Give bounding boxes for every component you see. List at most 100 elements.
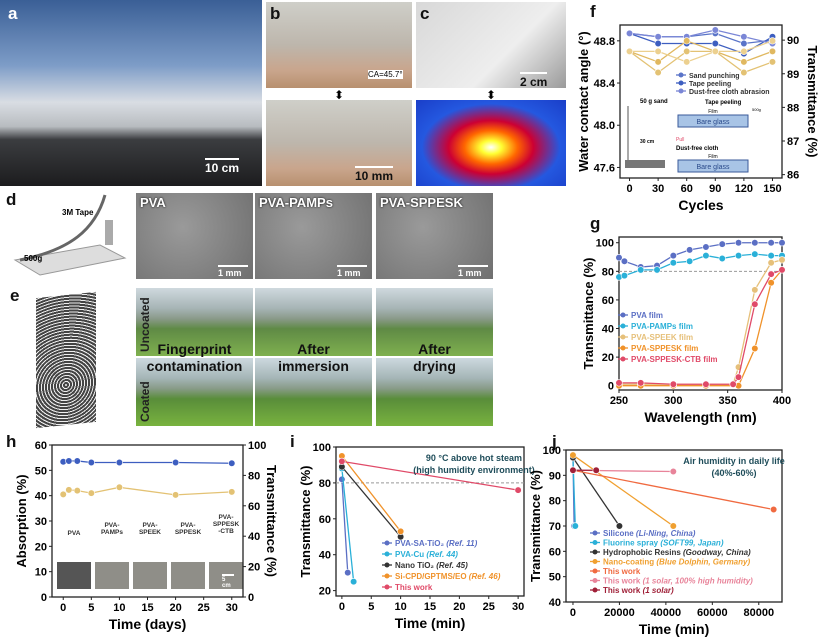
photo-caption: After immersion [278,341,349,374]
x-tick-label: 60000 [697,607,728,619]
x-tick-label: 10 [113,602,125,614]
panel-c-label: c [420,4,430,23]
data-point [73,457,81,465]
y-tick-label: 80 [549,496,561,508]
x-tick-label: 80000 [743,607,774,619]
legend-marker [678,72,684,78]
x-tick-label: 25 [483,601,495,613]
legend-marker [592,578,598,583]
data-point [654,68,662,77]
y-tick-label: 20 [35,541,47,553]
y2-tick-label: 80 [248,470,260,482]
sem-scale: 1 mm [218,265,248,278]
pull-label: Pull [676,137,684,143]
bare-glass-1 [677,114,749,128]
legend-marker [620,334,626,340]
data-point [686,257,694,265]
plot-frame [51,444,244,598]
legend-ref: (1 solar, 100% high humidity) [643,577,754,586]
y2-tick-label: 100 [248,440,266,452]
sample-label: PVA [67,530,81,537]
data-point [718,254,726,263]
data-point [711,39,719,48]
legend-ref: (Goodway, China) [683,548,751,557]
data-point [569,451,577,459]
sem-scale: 1 mm [337,265,367,278]
data-point [637,379,645,387]
x-tick-label: 10 [395,601,407,613]
sample-photo [133,562,167,589]
data-point [569,466,577,474]
y-tick-label: 50 [549,572,561,584]
legend-label: This work (1 solar) [603,586,674,595]
y-tick-label: 40 [319,550,331,562]
data-point [767,251,775,260]
legend-marker [384,573,390,579]
data-point [740,33,748,41]
annotation: (40%-60%) [711,468,756,478]
y-tick-label: 100 [313,442,331,454]
panel-a-label: a [8,4,18,23]
y-tick-label: 20 [602,352,614,364]
y-tick-label: 40 [549,597,561,609]
weight-label: 500g [752,107,761,112]
data-point [669,522,677,530]
legend-label: PVA-SA-TiO₂ (Ref. 11) [395,539,478,548]
x-tick-label: 0 [570,607,576,619]
x-tick-label: 0 [60,602,66,614]
y-tick-label: 70 [549,521,561,533]
x-tick-label: 60 [681,183,693,195]
series-line [572,457,620,527]
series-line [572,469,774,511]
data-point [768,47,777,55]
legend-marker [620,323,626,329]
photo-caption: Fingerprint contamination [146,341,243,374]
legend-ref: (Ref. 45) [436,561,468,570]
data-point [228,459,236,467]
series-line [629,29,773,45]
data-point [729,380,737,388]
sample-label: PVA- SPPESK -CTB [212,514,240,535]
legend-label: Silicone (Li-Ning, China) [603,529,696,538]
series-line [341,466,402,538]
legend-label: PVA film [631,311,663,320]
legend-label: Fluorine spray (SOFT99, Japan) [603,539,724,548]
data-point [654,58,662,66]
data-point [87,458,95,467]
data-point [653,266,661,274]
data-point [751,250,759,258]
annotation: 90 °C above hot steam [426,453,522,463]
plot-frame [619,24,783,179]
legend-marker [620,345,626,351]
data-point [740,68,748,77]
sample-scale: 5 cm [222,574,234,589]
height-label: 30 cm [640,139,655,145]
data-point [734,239,743,247]
x-tick-label: 0 [626,183,632,195]
y-tick-label: 100 [543,445,561,457]
legend-label: PVA-SPPESK-CTB film [631,355,718,364]
data-point [115,458,124,467]
x-tick-label: 30 [512,601,524,613]
data-point [770,505,778,514]
y-tick-label: 60 [549,546,561,558]
data-point [59,490,67,499]
y-tick-label: 40 [602,324,614,336]
y2-tick-label: 40 [248,531,260,543]
y2-axis-label: Transmittance (%) [805,46,818,158]
series-line [629,50,773,74]
sem-title: PVA-SPPESK [380,195,463,210]
x-tick-label: 90 [709,183,721,195]
data-point [683,47,691,55]
legend-marker [620,312,626,318]
series-line [341,479,349,573]
film-label: Film [708,109,717,115]
panel-i-label: i [290,432,295,451]
data-point [625,47,634,55]
x-tick-label: 25 [198,602,210,614]
coated-photo [136,358,253,426]
annotation: (high humidity environment) [413,465,535,475]
legend-ref: (Ref. 46) [469,572,501,581]
